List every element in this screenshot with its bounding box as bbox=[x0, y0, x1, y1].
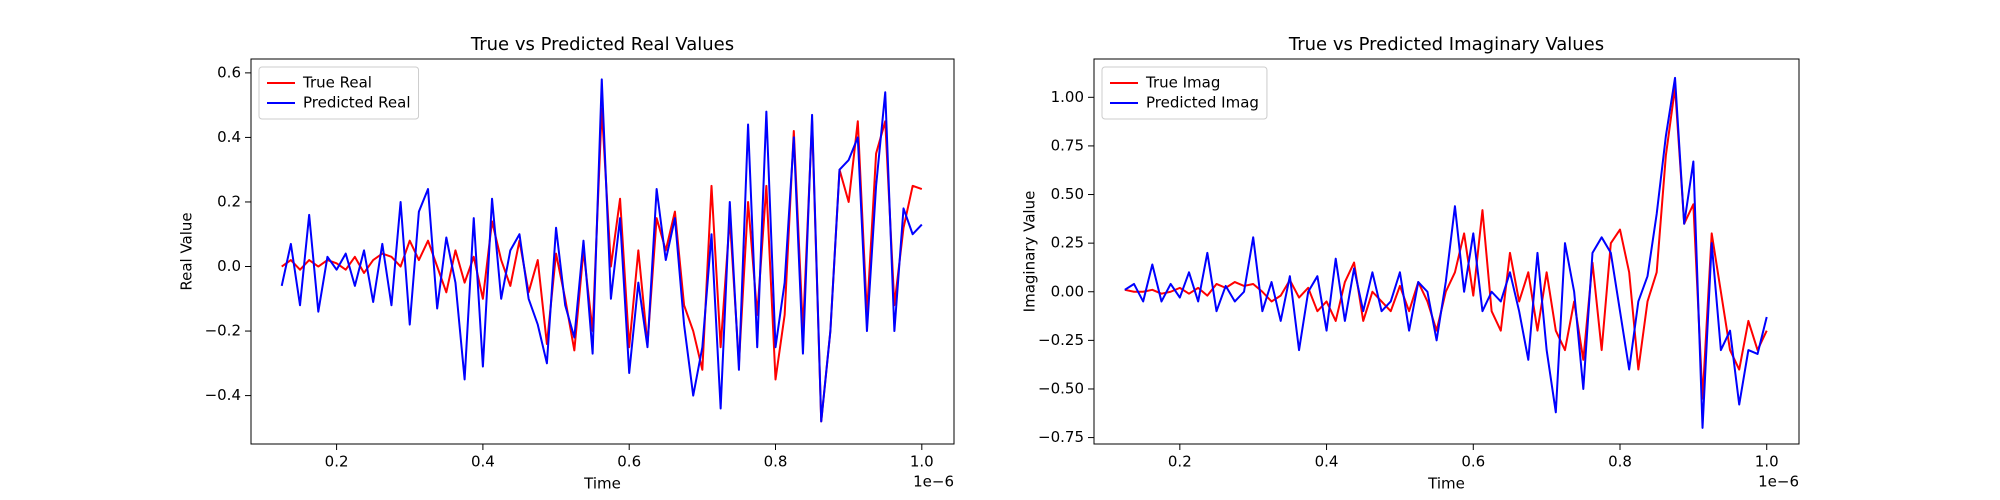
y-tick-label: 0.0 bbox=[217, 257, 241, 275]
x-tick-label: 0.8 bbox=[1608, 453, 1632, 471]
legend: True Imag Predicted Imag bbox=[1101, 66, 1268, 120]
y-tick-label: −0.2 bbox=[205, 322, 241, 340]
chart-title: True vs Predicted Imaginary Values bbox=[1288, 34, 1604, 55]
y-tick-label: 0.75 bbox=[1051, 136, 1084, 154]
y-tick-label: −0.4 bbox=[205, 386, 241, 404]
x-tick-label: 0.4 bbox=[471, 453, 495, 471]
x-axis-label: Time bbox=[583, 475, 621, 493]
x-tick-label: 0.6 bbox=[1461, 453, 1485, 471]
legend-label: True Imag bbox=[1145, 74, 1220, 92]
legend-label: Predicted Imag bbox=[1146, 94, 1259, 112]
x-tick-label: 0.2 bbox=[1168, 453, 1192, 471]
x-tick-label: 0.6 bbox=[617, 453, 641, 471]
y-tick-label: 0.00 bbox=[1051, 282, 1084, 300]
series-line bbox=[1124, 76, 1768, 429]
y-tick-label: −0.25 bbox=[1038, 331, 1084, 349]
y-tick-label: 0.6 bbox=[217, 63, 241, 81]
x-offset-label: 1e−6 bbox=[913, 473, 954, 491]
x-tick-label: 1.0 bbox=[910, 453, 934, 471]
x-tick-label: 1.0 bbox=[1755, 453, 1779, 471]
legend: True Real Predicted Real bbox=[258, 66, 420, 120]
y-axis-label: Real Value bbox=[178, 212, 196, 290]
chart-title: True vs Predicted Real Values bbox=[470, 34, 734, 55]
x-offset-label: 1e−6 bbox=[1758, 473, 1799, 491]
y-tick-label: −0.50 bbox=[1038, 379, 1084, 397]
legend-label: True Real bbox=[302, 74, 372, 92]
y-tick-label: 0.50 bbox=[1051, 185, 1084, 203]
y-tick-label: 0.25 bbox=[1051, 234, 1084, 252]
series-line bbox=[1124, 86, 1768, 400]
x-tick-label: 0.2 bbox=[325, 453, 349, 471]
y-tick-label: −0.75 bbox=[1038, 428, 1084, 446]
y-axis-label: Imaginary Value bbox=[1021, 191, 1039, 313]
y-tick-label: 0.2 bbox=[217, 192, 241, 210]
legend-box bbox=[1101, 66, 1268, 120]
x-axis-label: Time bbox=[1427, 475, 1465, 493]
axes-frame bbox=[250, 58, 955, 445]
x-tick-label: 0.4 bbox=[1315, 453, 1339, 471]
y-tick-label: 0.4 bbox=[217, 128, 241, 146]
legend-label: Predicted Real bbox=[303, 94, 411, 112]
y-tick-label: 1.00 bbox=[1051, 88, 1084, 106]
x-tick-label: 0.8 bbox=[764, 453, 788, 471]
series-line bbox=[280, 78, 923, 423]
axes-frame bbox=[1093, 58, 1800, 445]
legend-box bbox=[258, 66, 420, 120]
